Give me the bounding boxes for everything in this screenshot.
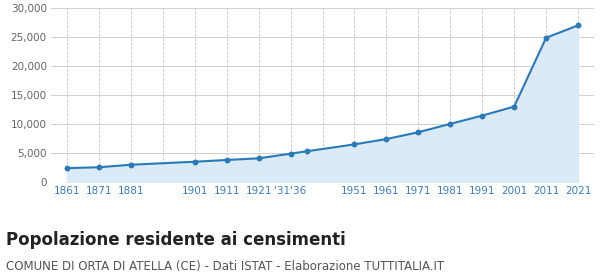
Point — [478, 113, 487, 118]
Point — [445, 122, 455, 126]
Point — [254, 156, 263, 160]
Point — [222, 158, 232, 162]
Point — [94, 165, 104, 169]
Point — [190, 160, 200, 164]
Point — [509, 104, 519, 109]
Point — [541, 36, 551, 40]
Point — [302, 149, 311, 153]
Point — [350, 142, 359, 147]
Point — [62, 166, 72, 170]
Point — [413, 130, 423, 134]
Point — [126, 162, 136, 167]
Text: Popolazione residente ai censimenti: Popolazione residente ai censimenti — [6, 231, 346, 249]
Point — [382, 137, 391, 141]
Point — [286, 151, 295, 156]
Point — [573, 23, 583, 28]
Text: COMUNE DI ORTA DI ATELLA (CE) - Dati ISTAT - Elaborazione TUTTITALIA.IT: COMUNE DI ORTA DI ATELLA (CE) - Dati IST… — [6, 260, 444, 273]
